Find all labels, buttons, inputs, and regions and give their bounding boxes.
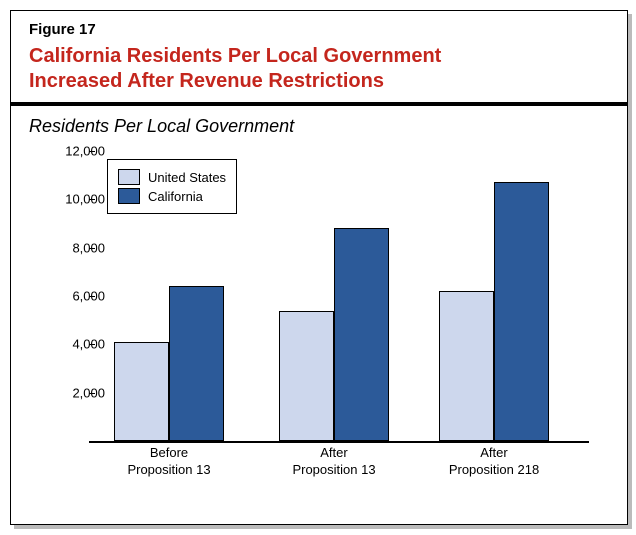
y-axis-label: 2,000 xyxy=(72,385,105,400)
chart-subtitle: Residents Per Local Government xyxy=(11,106,627,141)
bar xyxy=(494,182,549,441)
title-line-2: Increased After Revenue Restrictions xyxy=(29,70,384,92)
bar xyxy=(169,286,224,441)
legend-item: United States xyxy=(118,169,226,185)
legend-item: California xyxy=(118,188,226,204)
legend-swatch xyxy=(118,169,140,185)
y-axis-label: 4,000 xyxy=(72,337,105,352)
bar xyxy=(334,228,389,441)
figure-number: Figure 17 xyxy=(29,21,609,38)
title-line-1: California Residents Per Local Governmen… xyxy=(29,45,441,67)
x-axis-label: AfterProposition 218 xyxy=(419,445,569,479)
figure-title: California Residents Per Local Governmen… xyxy=(29,44,609,94)
chart-area: United States California 2,000 4,000 6,000 8… xyxy=(29,141,609,511)
y-axis-label: 6,000 xyxy=(72,289,105,304)
legend-label: United States xyxy=(148,170,226,185)
legend-label: California xyxy=(148,189,203,204)
y-axis-label: 12,000 xyxy=(65,144,105,159)
x-axis-label: AfterProposition 13 xyxy=(259,445,409,479)
legend: United States California xyxy=(107,159,237,214)
figure-header: Figure 17 California Residents Per Local… xyxy=(11,11,627,102)
bar xyxy=(439,291,494,441)
x-axis-label: BeforeProposition 13 xyxy=(94,445,244,479)
legend-swatch xyxy=(118,188,140,204)
bar xyxy=(114,342,169,441)
bar xyxy=(279,311,334,442)
figure-container: Figure 17 California Residents Per Local… xyxy=(10,10,628,525)
y-axis-label: 10,000 xyxy=(65,192,105,207)
y-axis-label: 8,000 xyxy=(72,240,105,255)
